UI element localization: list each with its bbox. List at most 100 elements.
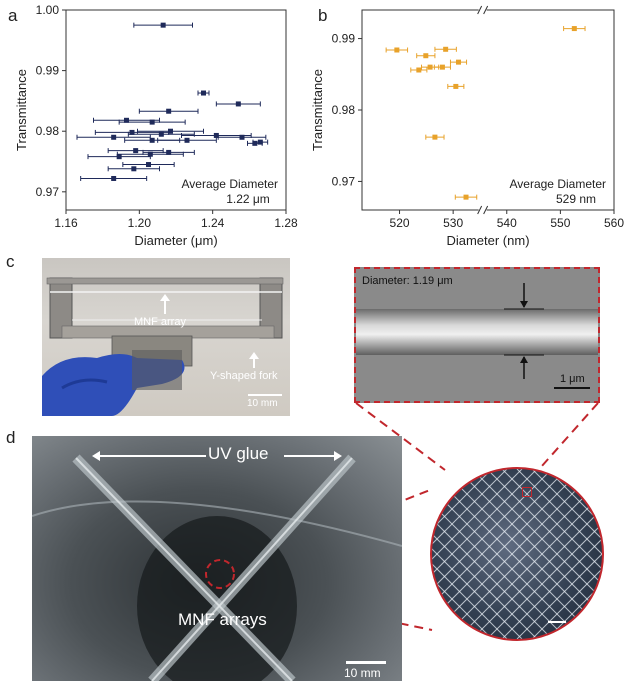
x-tick-label: 1.20: [128, 216, 152, 230]
device-illustration: [42, 277, 284, 416]
data-point: [235, 101, 241, 107]
mesh-line: [432, 469, 448, 485]
annotation-title: Average Diameter: [182, 177, 279, 191]
arrays-photo: UV glue MNF arrays 10 mm: [32, 436, 402, 681]
axis-break-mark: [477, 5, 483, 15]
panel-label-b: b: [318, 6, 328, 25]
arrow-shaft: [164, 300, 166, 314]
arrow-left-icon: [92, 451, 100, 461]
arrow-up-icon: [160, 294, 170, 301]
annotation-value: 1.22 μm: [226, 192, 270, 206]
mesh-grid: [432, 469, 602, 639]
arrow-up-icon: [249, 352, 259, 359]
mesh-line: [432, 469, 478, 515]
annotation-value: 529 nm: [556, 192, 596, 206]
mesh-line: [432, 469, 493, 530]
y-axis-label: Transmittance: [14, 69, 29, 151]
data-point: [257, 139, 263, 145]
data-point: [239, 134, 245, 140]
mnf-array-label: MNF array: [134, 316, 186, 328]
mesh-line: [576, 613, 602, 639]
sem-scale-label: 1 μm: [560, 373, 585, 385]
y-tick-label: 0.97: [36, 185, 60, 199]
mesh-line: [501, 538, 602, 639]
data-point: [116, 154, 122, 160]
axis-break-mark: [483, 205, 489, 215]
data-point: [111, 175, 117, 181]
mesh-line: [432, 469, 523, 560]
x-tick-label: 530: [443, 216, 463, 230]
x-tick-label: 520: [390, 216, 410, 230]
data-point: [201, 90, 206, 96]
data-point: [131, 166, 137, 172]
y-axis-label: Transmittance: [310, 69, 325, 151]
mesh-line: [531, 568, 602, 639]
data-point: [166, 149, 172, 155]
mesh-line: [471, 469, 602, 600]
arrow-right-icon: [334, 451, 342, 461]
arrow-shaft: [253, 358, 255, 368]
axis-break-gap: [478, 206, 487, 214]
arrow-right-shaft: [284, 455, 334, 457]
mesh-line: [531, 469, 602, 540]
data-point: [111, 134, 117, 140]
mesh-line: [432, 623, 448, 639]
data-point: [129, 129, 135, 135]
scale-label: 10 mm: [247, 398, 278, 409]
mesh-line: [516, 469, 602, 555]
data-point: [146, 162, 151, 168]
y-tick-label: 0.98: [332, 103, 356, 117]
mesh-line: [516, 553, 602, 639]
mesh-line: [486, 469, 602, 585]
x-tick-label: 560: [604, 216, 624, 230]
mesh-line: [591, 469, 602, 480]
mesh-line: [432, 469, 598, 635]
y-tick-label: 1.00: [36, 3, 60, 17]
mesh-line: [441, 478, 602, 639]
plot-frame: [65, 9, 287, 211]
data-point: [168, 128, 173, 134]
mesh-line: [471, 508, 602, 639]
mesh-line: [591, 628, 602, 639]
mesh-line: [546, 583, 602, 639]
chart-a: 1.16 1.20 1.24 1.28 0.97 0.98 0.99 1.00 Diameter…: [14, 3, 298, 248]
data-point: [149, 137, 155, 143]
data-point: [432, 134, 438, 140]
y-tick-label: 0.98: [36, 124, 60, 138]
mesh-line: [432, 518, 553, 639]
data-point: [423, 53, 429, 59]
mesh-line: [432, 548, 523, 639]
mesh-line: [432, 608, 463, 639]
mesh-line: [561, 469, 602, 510]
data-point: [124, 117, 129, 123]
scale-bar: [248, 394, 282, 396]
mesh-line: [561, 598, 602, 639]
y-tick-label: 0.99: [332, 32, 356, 46]
mesh-line: [432, 469, 583, 620]
fork-label: Y-shaped fork: [210, 370, 278, 382]
arrays-illustration: [32, 454, 402, 681]
x-tick-label: 1.24: [201, 216, 225, 230]
sem-illustration: [356, 283, 598, 389]
panel-label-a: a: [8, 6, 18, 25]
mesh-line: [432, 593, 478, 639]
zoom-circle: [430, 467, 604, 641]
mesh-line: [432, 563, 508, 639]
mesh-line: [432, 469, 538, 575]
data-point: [427, 64, 433, 70]
data-point: [160, 22, 166, 28]
mesh-line: [432, 578, 493, 639]
mnf-arrays-label: MNF arrays: [178, 610, 267, 629]
data-point: [463, 194, 469, 200]
panel-label-c: c: [6, 252, 15, 271]
data-point: [166, 108, 172, 114]
mesh-line: [432, 469, 508, 545]
zoom-scale-bar: [548, 621, 566, 623]
chart-b: 520 530 540 550 560 0.97 0.98 0.99 Diameter (nm)…: [310, 5, 624, 248]
data-point: [394, 47, 400, 53]
x-tick-label: 1.16: [54, 216, 78, 230]
sem-image: Diameter: 1.19 μm 1 μm: [354, 267, 600, 403]
data-point: [133, 148, 139, 154]
arrow-left-shaft: [98, 455, 206, 457]
panel-label-d: d: [6, 428, 16, 447]
